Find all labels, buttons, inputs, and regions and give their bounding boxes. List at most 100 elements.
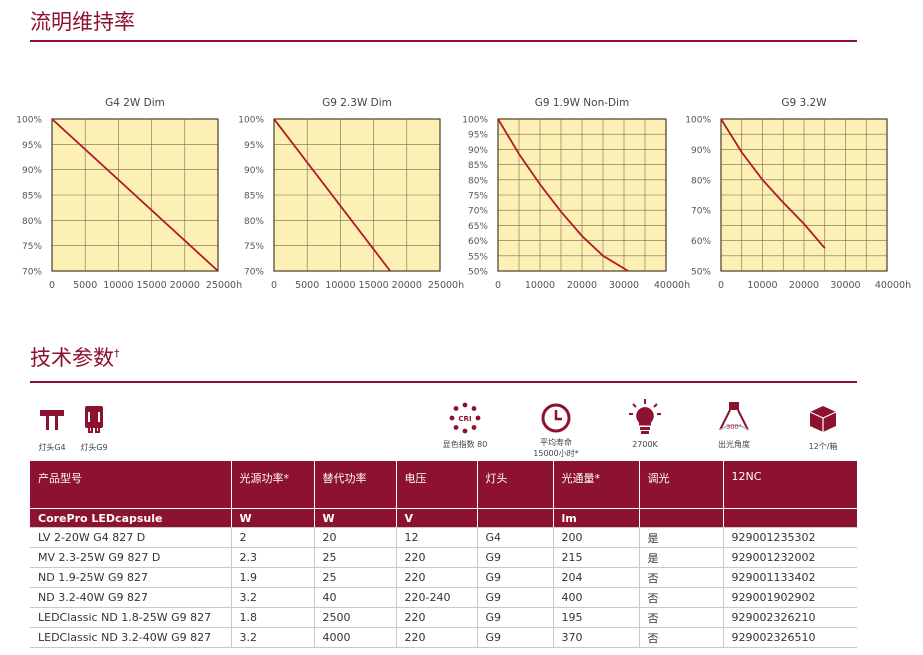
series-line [720,118,826,249]
y-tick-label: 70% [691,207,711,217]
group-cell: W [231,508,315,528]
base-g9-label: 灯头G9 [80,443,108,452]
table-cell: 25 [314,547,397,568]
x-tick-label: 15000 [358,280,388,291]
table-cell: 2500 [314,607,397,628]
y-tick-label: 90% [244,166,264,176]
table-cell: 929001133402 [723,567,857,588]
table-cell: LV 2-20W G4 827 D [30,527,232,548]
y-tick-label: 50% [691,268,711,278]
column-header: 调光 [639,461,724,509]
column-header: 电压 [396,461,478,509]
section-title-tech-specs: 技术参数† [30,342,120,372]
y-tick-label: 55% [468,252,488,262]
y-tick-label: 75% [22,242,42,252]
cri-label: 显色指数 80 [442,440,488,449]
group-cell: V [396,508,478,528]
x-tick-label: 40000h [875,280,911,291]
x-tick-label: 40000h [654,280,690,291]
y-tick-label: 75% [244,242,264,252]
box-icon [809,406,837,432]
lifetime-feature: 平均寿命 15000小时* [524,402,588,459]
tech-specs-title-mark: † [114,347,120,360]
g9-base-icon [85,406,103,433]
x-tick-label: 20000 [392,280,422,291]
cri-icon: CRI [449,402,481,434]
beam-angle-feature: 300° 出光角度 [709,400,759,450]
table-cell: 929001232002 [723,547,857,568]
group-cell [723,508,858,528]
column-header: 灯头 [477,461,554,509]
table-cell: 200 [553,527,640,548]
cri-badge-text: CRI [458,415,471,423]
y-tick-label: 50% [468,268,488,278]
column-header: 替代功率 [314,461,397,509]
feature-icons: 灯头G4 灯头G9 CRI 显色指数 80 平均寿命 15000小时* [0,398,923,458]
y-tick-label: 80% [244,217,264,227]
x-tick-label: 20000 [567,280,597,291]
x-tick-label: 10000 [325,280,355,291]
x-tick-label: 30000 [609,280,639,291]
column-header: 光源功率* [231,461,315,509]
x-tick-label: 5000 [295,280,319,291]
x-tick-label: 25000h [206,280,242,291]
x-tick-label: 0 [718,280,724,291]
y-tick-label: 95% [244,141,264,151]
table-row: ND 1.9-25W G9 827 1.9 25 220 G9 204 否 929001133… [30,567,857,588]
y-tick-label: 70% [244,268,264,278]
section-divider-2 [30,381,857,383]
y-tick-label: 100% [238,116,264,126]
y-tick-label: 95% [468,131,488,141]
spec-table: 产品型号 光源功率* 替代功率 电压 灯头 光通量* 调光 12NC CorePro LEDc… [30,461,858,648]
x-tick-label: 20000 [789,280,819,291]
table-cell: G9 [477,567,554,588]
table-cell: G9 [477,607,554,628]
table-cell: 220 [396,627,478,648]
group-cell: lm [553,508,640,528]
table-cell: 3.2 [231,627,315,648]
cri-feature: CRI 显色指数 80 [435,402,495,450]
x-tick-label: 15000 [136,280,166,291]
lumen-maintenance-charts: G4 2W Dim 70% 75% 80% 85% 90% 95% 100% 0 5000 1000… [16,97,911,291]
y-tick-label: 90% [691,146,711,156]
y-tick-label: 100% [685,116,711,126]
base-g4-label: 灯头G4 [38,443,66,452]
y-tick-label: 80% [22,217,42,227]
table-cell: 220 [396,607,478,628]
beam-angle-label: 出光角度 [718,440,750,449]
table-cell: ND 3.2-40W G9 827 [30,587,232,608]
table-cell: 220 [396,567,478,588]
y-tick-label: 85% [468,161,488,171]
table-cell: 4000 [314,627,397,648]
y-tick-label: 60% [691,237,711,247]
column-header: 光通量* [553,461,640,509]
beam-angle-value: 300° [726,423,742,431]
series-line [497,118,629,272]
plot-frame [497,118,667,272]
y-tick-label: 90% [468,146,488,156]
y-tick-label: 80% [468,176,488,186]
table-cell: 40 [314,587,397,608]
table-cell: 370 [553,627,640,648]
table-cell: G9 [477,547,554,568]
y-tick-label: 60% [468,237,488,247]
table-cell: G9 [477,587,554,608]
box-qty-label: 12个/箱 [808,442,838,451]
group-cell: W [314,508,397,528]
clock-icon [541,403,571,433]
chart-title: G9 2.3W Dim [322,97,392,109]
light-bulb-icon [629,399,661,434]
group-cell [639,508,724,528]
y-tick-label: 65% [468,222,488,232]
chart-title: G9 3.2W [781,97,827,109]
table-cell: 195 [553,607,640,628]
lifetime-label-2: 15000小时* [533,449,579,458]
table-cell: 929001902902 [723,587,857,608]
table-cell: MV 2.3-25W G9 827 D [30,547,232,568]
series-line [51,118,219,272]
box-qty-feature: 12个/箱 [798,404,848,452]
series-line [273,118,391,272]
x-tick-label: 10000 [747,280,777,291]
lifetime-label-1: 平均寿命 [540,438,572,447]
